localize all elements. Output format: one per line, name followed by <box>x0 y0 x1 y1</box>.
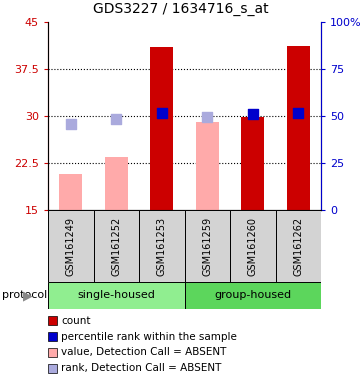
Point <box>250 111 256 117</box>
Text: GSM161262: GSM161262 <box>293 217 303 276</box>
Point <box>204 114 210 120</box>
Bar <box>93 210 139 282</box>
Text: percentile rank within the sample: percentile rank within the sample <box>61 331 237 341</box>
Bar <box>184 210 230 282</box>
Bar <box>48 282 184 309</box>
Bar <box>105 157 128 210</box>
Bar <box>48 210 93 282</box>
Text: GSM161249: GSM161249 <box>66 217 76 275</box>
Text: group-housed: group-housed <box>214 291 291 301</box>
Bar <box>59 174 82 210</box>
Text: GSM161253: GSM161253 <box>157 217 167 276</box>
Text: rank, Detection Call = ABSENT: rank, Detection Call = ABSENT <box>61 364 221 374</box>
Bar <box>230 210 275 282</box>
Text: protocol: protocol <box>2 291 47 301</box>
Text: GDS3227 / 1634716_s_at: GDS3227 / 1634716_s_at <box>93 2 268 16</box>
Text: GSM161259: GSM161259 <box>202 217 212 276</box>
Point <box>68 121 74 127</box>
Bar <box>275 210 321 282</box>
Bar <box>196 122 219 210</box>
Bar <box>287 46 310 210</box>
Point <box>295 110 301 116</box>
Text: GSM161252: GSM161252 <box>111 216 121 276</box>
Point <box>159 110 165 116</box>
Text: single-housed: single-housed <box>77 291 155 301</box>
Bar <box>184 282 321 309</box>
Point <box>113 116 119 122</box>
Text: count: count <box>61 316 91 326</box>
Text: ▶: ▶ <box>23 289 33 302</box>
Text: value, Detection Call = ABSENT: value, Detection Call = ABSENT <box>61 348 226 358</box>
Bar <box>242 117 264 210</box>
Text: GSM161260: GSM161260 <box>248 217 258 275</box>
Bar <box>139 210 184 282</box>
Bar <box>151 47 173 210</box>
